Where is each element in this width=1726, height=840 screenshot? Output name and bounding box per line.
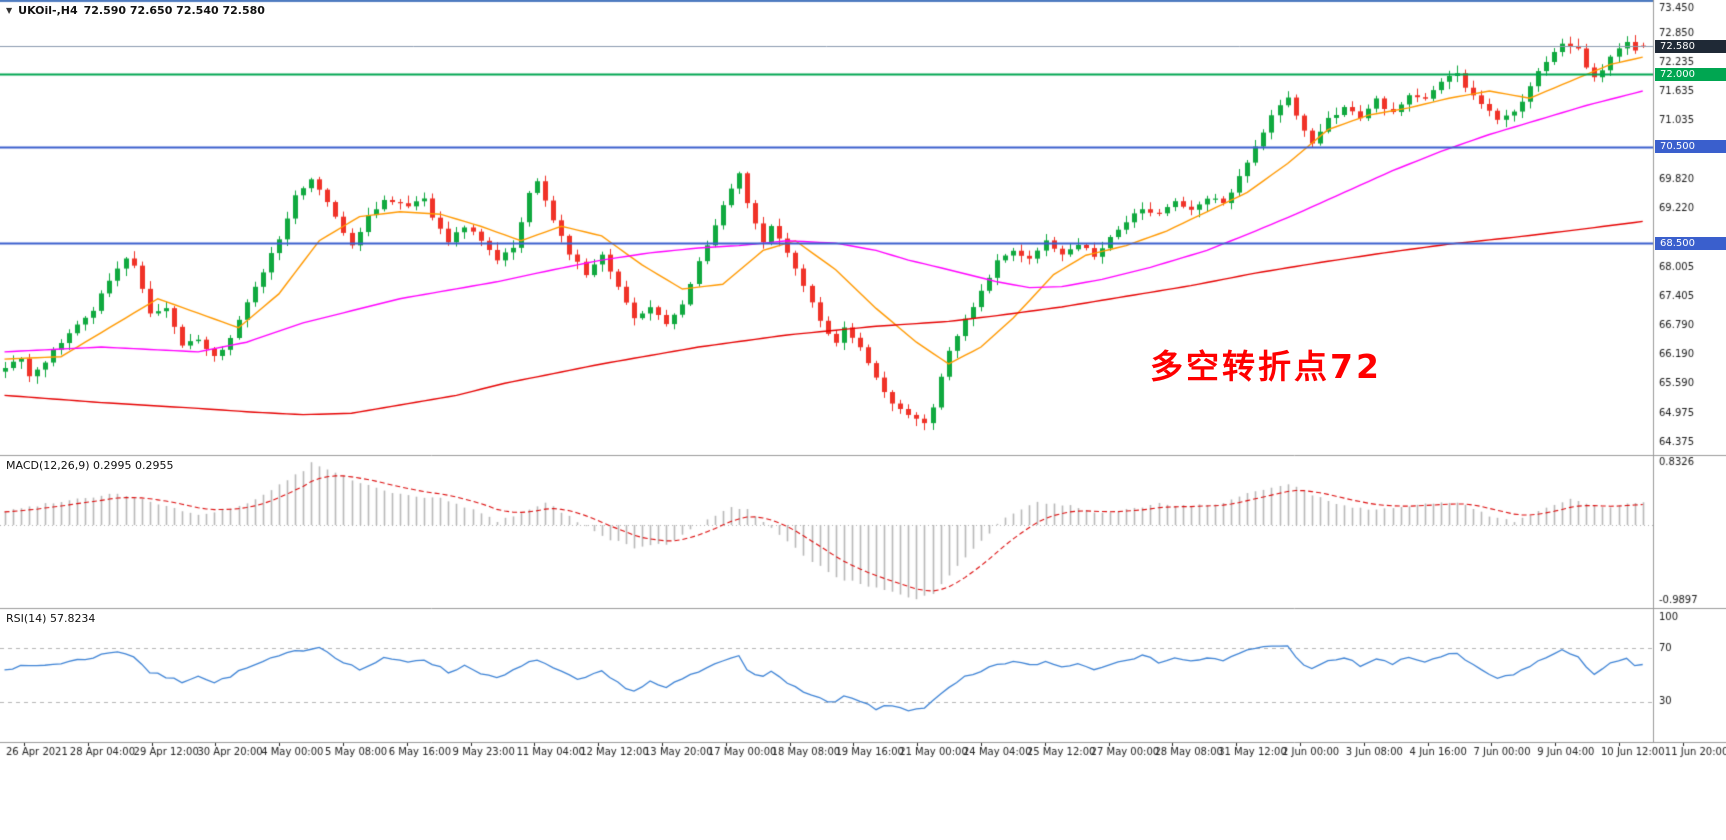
- current-price-tag: 72.580: [1655, 39, 1726, 53]
- annotation-text: 多空转折点72: [1150, 347, 1382, 386]
- rsi-indicator-label: RSI(14) 57.8234: [6, 612, 96, 625]
- hline-price-tag-70500: 70.500: [1655, 140, 1726, 154]
- ohlc-values: 72.590 72.650 72.540 72.580: [83, 4, 265, 17]
- hline-price-tag-68500: 68.500: [1655, 236, 1726, 250]
- symbol-ohlc-header: ▼ UKOil-,H4 72.590 72.650 72.540 72.580: [6, 4, 265, 17]
- hline-price-tag-72000: 72.000: [1655, 67, 1726, 81]
- macd-indicator-label: MACD(12,26,9) 0.2995 0.2955: [6, 459, 174, 472]
- collapse-chart-icon[interactable]: ▼: [6, 6, 13, 15]
- symbol-timeframe-label: UKOil-,H4: [18, 4, 78, 17]
